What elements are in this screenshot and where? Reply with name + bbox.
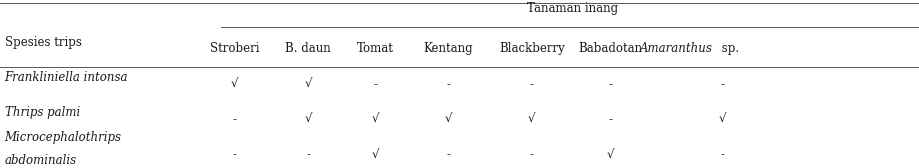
Text: -: - <box>608 113 612 126</box>
Text: Tomat: Tomat <box>357 43 393 55</box>
Text: Blackberry: Blackberry <box>498 43 564 55</box>
Text: Thrips palmi: Thrips palmi <box>5 106 80 119</box>
Text: -: - <box>446 78 449 91</box>
Text: Amaranthus: Amaranthus <box>640 43 712 55</box>
Text: √: √ <box>371 113 379 126</box>
Text: Frankliniella intonsa: Frankliniella intonsa <box>5 71 128 84</box>
Text: √: √ <box>304 113 312 126</box>
Text: -: - <box>720 148 723 161</box>
Text: Babadotan: Babadotan <box>578 43 642 55</box>
Text: B. daun: B. daun <box>285 43 331 55</box>
Text: -: - <box>529 78 533 91</box>
Text: √: √ <box>371 148 379 161</box>
Text: -: - <box>306 148 310 161</box>
Text: abdominalis: abdominalis <box>5 154 76 167</box>
Text: -: - <box>233 113 236 126</box>
Text: -: - <box>720 78 723 91</box>
Text: -: - <box>608 78 612 91</box>
Text: √: √ <box>231 78 238 91</box>
Text: Spesies trips: Spesies trips <box>5 36 82 49</box>
Text: sp.: sp. <box>717 43 738 55</box>
Text: -: - <box>233 148 236 161</box>
Text: √: √ <box>607 148 614 161</box>
Text: √: √ <box>718 113 725 126</box>
Text: -: - <box>529 148 533 161</box>
Text: √: √ <box>304 78 312 91</box>
Text: Kentang: Kentang <box>423 43 472 55</box>
Text: Stroberi: Stroberi <box>210 43 259 55</box>
Text: -: - <box>446 148 449 161</box>
Text: √: √ <box>444 113 451 126</box>
Text: Tanaman inang: Tanaman inang <box>527 2 618 15</box>
Text: -: - <box>373 78 377 91</box>
Text: Microcephalothrips: Microcephalothrips <box>5 131 121 144</box>
Text: √: √ <box>528 113 535 126</box>
